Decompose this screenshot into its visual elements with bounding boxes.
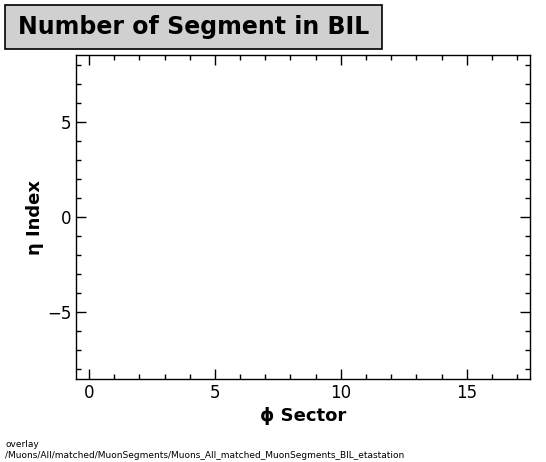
Text: Number of Segment in BIL: Number of Segment in BIL [18,15,370,38]
Y-axis label: η Index: η Index [26,180,44,255]
X-axis label: ϕ Sector: ϕ Sector [260,407,346,425]
Text: overlay
/Muons/All/matched/MuonSegments/Muons_All_matched_MuonSegments_BIL_etast: overlay /Muons/All/matched/MuonSegments/… [5,440,405,460]
